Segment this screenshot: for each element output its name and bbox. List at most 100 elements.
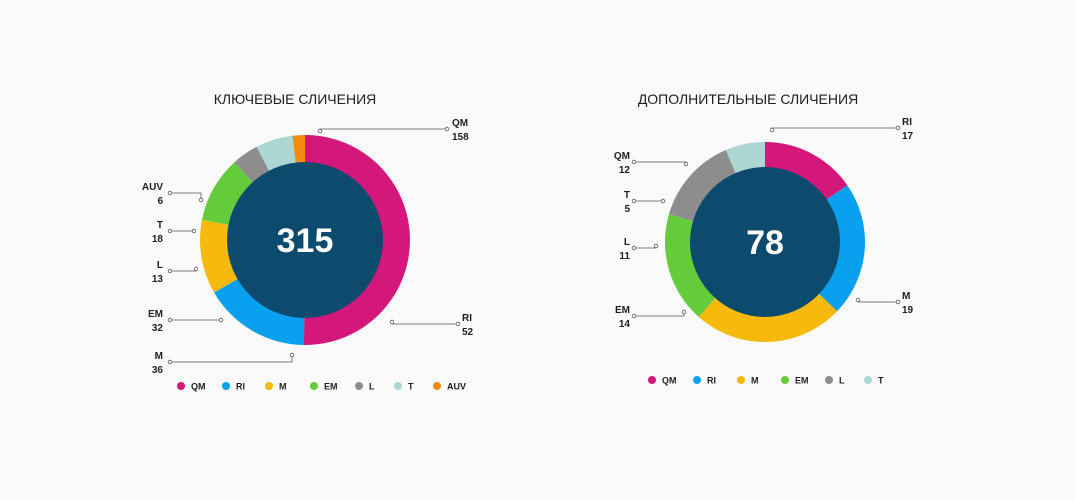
slice-value-l: 11	[619, 251, 630, 262]
callout-line-ri	[391, 322, 458, 325]
legend-swatch	[310, 382, 318, 390]
callout-dot	[681, 309, 687, 315]
slice-label-m: M	[902, 291, 910, 302]
slice-label-l: L	[624, 237, 630, 248]
slice-em	[665, 214, 717, 317]
slice-value-em: 32	[152, 323, 164, 334]
legend-item-ri: RI	[693, 376, 716, 386]
callout-dot	[193, 266, 199, 272]
callout-dot	[895, 299, 901, 305]
slice-label-l: L	[157, 260, 163, 271]
callout-dot	[895, 125, 901, 131]
slice-label-m: M	[155, 351, 163, 362]
legend-label: QM	[191, 382, 206, 392]
slice-value-auv: 6	[157, 196, 163, 207]
center-disc	[690, 167, 840, 317]
callout-dot	[631, 159, 637, 165]
slice-label-qm: QM	[614, 151, 630, 162]
chart-title: КЛЮЧЕВЫЕ СЛИЧЕНИЯ	[214, 91, 377, 107]
callout-dot	[660, 198, 666, 204]
legend-swatch	[433, 382, 441, 390]
callout-line-em	[634, 312, 685, 317]
slice-label-ri: RI	[462, 313, 472, 324]
slice-label-ri: RI	[902, 117, 912, 128]
slice-label-t: T	[157, 220, 163, 231]
legend-item-qm: QM	[177, 382, 206, 392]
callout-line-l	[170, 269, 197, 272]
legend-label: EM	[324, 382, 338, 392]
slice-value-l: 13	[152, 274, 164, 285]
callout-dot	[191, 228, 197, 234]
slice-value-qm: 12	[619, 165, 631, 176]
center-disc	[227, 162, 383, 318]
slice-l	[234, 146, 270, 184]
callout-dot	[683, 161, 689, 167]
callout-dot	[631, 313, 637, 319]
callout-dot	[769, 127, 775, 133]
slice-value-em: 14	[619, 319, 631, 330]
legend-item-t: T	[394, 382, 414, 392]
legend-label: RI	[236, 382, 245, 392]
callout-dot	[855, 297, 861, 303]
legend-item-ri: RI	[222, 382, 245, 392]
total-value: 78	[746, 224, 784, 262]
slice-t	[725, 142, 765, 175]
slice-value-ri: 52	[462, 327, 474, 338]
legend-swatch	[177, 382, 185, 390]
slice-label-t: T	[624, 190, 630, 201]
slice-qm	[765, 142, 848, 201]
slice-qm	[303, 135, 410, 345]
legend-label: M	[751, 376, 759, 386]
slice-label-qm: QM	[452, 118, 468, 129]
slice-m	[200, 219, 240, 293]
legend-swatch	[693, 376, 701, 384]
legend-swatch	[737, 376, 745, 384]
legend-label: AUV	[447, 382, 466, 392]
slice-auv	[292, 135, 305, 165]
legend-swatch	[825, 376, 833, 384]
callout-dot	[631, 245, 637, 251]
legend-swatch	[781, 376, 789, 384]
callout-line-qm	[319, 128, 447, 131]
callout-dot	[167, 317, 173, 323]
legend-swatch	[394, 382, 402, 390]
callout-dot	[167, 228, 173, 234]
legend-label: M	[279, 382, 287, 392]
legend-label: T	[408, 382, 414, 392]
chart-title: ДОПОЛНИТЕЛЬНЫЕ СЛИЧЕНИЯ	[638, 91, 858, 107]
callout-dot	[198, 197, 204, 203]
callout-dot	[218, 317, 224, 323]
slice-value-m: 19	[902, 305, 914, 316]
legend-item-qm: QM	[648, 376, 677, 386]
callout-dot	[289, 352, 295, 358]
slice-value-qm: 158	[452, 132, 469, 143]
callout-dot	[653, 243, 659, 249]
callout-dot	[444, 126, 450, 132]
legend-swatch	[355, 382, 363, 390]
legend-item-auv: AUV	[433, 382, 466, 392]
slice-label-em: EM	[148, 309, 163, 320]
callout-line-ri	[771, 127, 898, 130]
legend-item-l: L	[825, 376, 845, 386]
slice-t	[256, 135, 296, 173]
callout-dot	[389, 319, 395, 325]
callout-line-l	[634, 246, 657, 249]
legend-label: L	[369, 382, 375, 392]
legend-item-em: EM	[781, 376, 809, 386]
legend-swatch	[648, 376, 656, 384]
legend-item-t: T	[864, 376, 884, 386]
legend-swatch	[864, 376, 872, 384]
slice-value-t: 18	[152, 234, 164, 245]
legend-item-m: M	[737, 376, 759, 386]
callout-line-qm	[634, 161, 687, 164]
legend-swatch	[222, 382, 230, 390]
legend-item-m: M	[265, 382, 287, 392]
callout-line-m	[857, 300, 898, 303]
callout-dot	[167, 359, 173, 365]
donut-chart-key-comparisons: КЛЮЧЕВЫЕ СЛИЧЕНИЯ 315 QM 158 RI 52 M 36 EM 32 L 13 T…	[142, 91, 474, 392]
legend-item-em: EM	[310, 382, 338, 392]
legend-label: EM	[795, 376, 809, 386]
slice-value-m: 36	[152, 365, 164, 376]
total-value: 315	[277, 222, 334, 260]
callout-dot	[317, 128, 323, 134]
